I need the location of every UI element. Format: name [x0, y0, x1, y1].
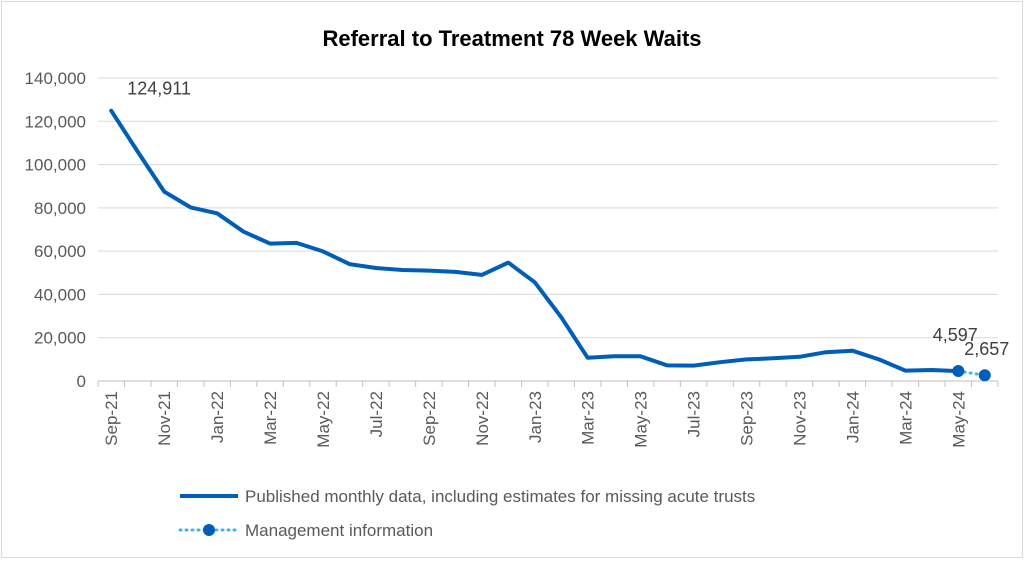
x-tick-label: Jan-24 — [843, 391, 862, 443]
x-tick-label: Sep-23 — [738, 391, 757, 446]
legend-swatch-marker — [203, 524, 215, 536]
data-label: 4,597 — [933, 325, 978, 345]
x-axis — [97, 380, 999, 387]
y-tick-label: 20,000 — [34, 329, 86, 348]
y-tick-label: 40,000 — [34, 285, 86, 304]
x-tick-label: Nov-22 — [473, 391, 492, 446]
x-tick-label: Nov-21 — [155, 391, 174, 446]
x-tick-label: Jul-23 — [685, 391, 704, 437]
x-tick-label: Mar-22 — [261, 391, 280, 445]
y-axis-ticks: 0 20,000 40,000 60,000 80,000 100,000 120,000 1… — [25, 69, 86, 391]
data-point-marker — [952, 365, 965, 378]
x-tick-label: May-24 — [949, 391, 968, 448]
data-label: 2,657 — [964, 339, 1009, 359]
legend-label: Management information — [245, 521, 433, 540]
y-tick-label: 60,000 — [34, 242, 86, 261]
x-tick-label: Mar-24 — [896, 391, 915, 445]
x-tick-label: May-23 — [632, 391, 651, 448]
data-point-marker — [978, 369, 991, 382]
x-tick-label: Jul-22 — [367, 391, 386, 437]
x-tick-label: Mar-23 — [579, 391, 598, 445]
legend: Published monthly data, including estima… — [178, 487, 755, 540]
gridlines — [98, 77, 998, 339]
series-line-management-information — [956, 369, 987, 377]
x-tick-label: May-22 — [314, 391, 333, 448]
y-tick-label: 80,000 — [34, 199, 86, 218]
chart-title: Referral to Treatment 78 Week Waits — [322, 26, 701, 51]
x-tick-label: Sep-21 — [102, 391, 121, 446]
x-tick-label: Sep-22 — [420, 391, 439, 446]
y-tick-label: 0 — [77, 372, 86, 391]
legend-label: Published monthly data, including estima… — [245, 487, 755, 506]
x-axis-ticks: Sep-21 Nov-21 Jan-22 Mar-22 May-22 Jul-22 Sep-… — [102, 391, 968, 448]
series-line-published-monthly — [109, 108, 961, 374]
y-tick-label: 100,000 — [25, 156, 86, 175]
y-tick-label: 140,000 — [25, 69, 86, 88]
x-tick-label: Nov-23 — [790, 391, 809, 446]
x-tick-label: Jan-22 — [208, 391, 227, 443]
y-tick-label: 120,000 — [25, 112, 86, 131]
x-tick-label: Jan-23 — [526, 391, 545, 443]
series-layer — [109, 108, 991, 382]
data-label: 124,911 — [127, 79, 191, 99]
